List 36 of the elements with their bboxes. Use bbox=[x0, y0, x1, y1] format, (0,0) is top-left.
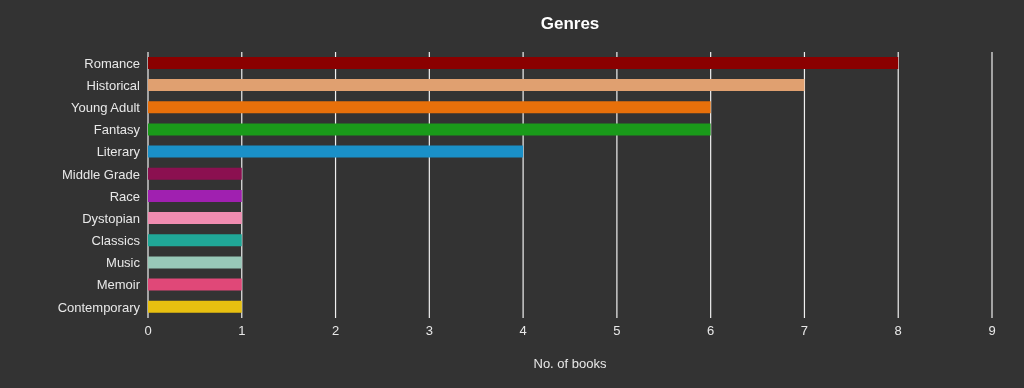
bar bbox=[148, 212, 242, 225]
y-tick-label: Young Adult bbox=[71, 100, 141, 116]
x-tick-label: 6 bbox=[707, 323, 715, 339]
y-tick-label: Historical bbox=[86, 77, 141, 93]
bar bbox=[148, 278, 242, 291]
y-tick-label: Music bbox=[106, 255, 141, 271]
x-tick-label: 8 bbox=[894, 323, 902, 339]
x-tick-label: 9 bbox=[988, 323, 996, 339]
x-tick-label: 4 bbox=[519, 323, 527, 339]
x-axis-title: No. of books bbox=[533, 356, 607, 371]
x-tick-label: 1 bbox=[238, 323, 246, 339]
x-tick-label: 2 bbox=[331, 323, 340, 339]
x-tick-label: 0 bbox=[144, 323, 152, 339]
bar bbox=[148, 300, 242, 313]
x-tick-label: 5 bbox=[613, 323, 621, 339]
bar bbox=[148, 123, 711, 136]
y-tick-label: Romance bbox=[84, 55, 140, 71]
chart-title: Genres bbox=[539, 14, 601, 34]
y-tick-label: Race bbox=[109, 188, 140, 204]
y-tick-label: Middle Grade bbox=[61, 166, 140, 182]
y-tick-label: Memoir bbox=[96, 277, 141, 293]
bar bbox=[148, 145, 524, 158]
y-tick-label: Literary bbox=[96, 144, 141, 160]
bar bbox=[148, 234, 242, 247]
bar bbox=[148, 167, 242, 180]
y-tick-label: Dystopian bbox=[82, 210, 140, 226]
bar bbox=[148, 189, 242, 202]
bar bbox=[148, 79, 805, 92]
bar bbox=[148, 256, 242, 269]
y-tick-label: Contemporary bbox=[57, 299, 141, 315]
y-tick-label: Fantasy bbox=[93, 122, 141, 138]
y-tick-label: Classics bbox=[91, 233, 141, 249]
x-tick-label: 3 bbox=[425, 323, 433, 339]
bar bbox=[148, 56, 899, 69]
x-tick-label: 7 bbox=[800, 323, 809, 339]
bar bbox=[148, 101, 711, 114]
